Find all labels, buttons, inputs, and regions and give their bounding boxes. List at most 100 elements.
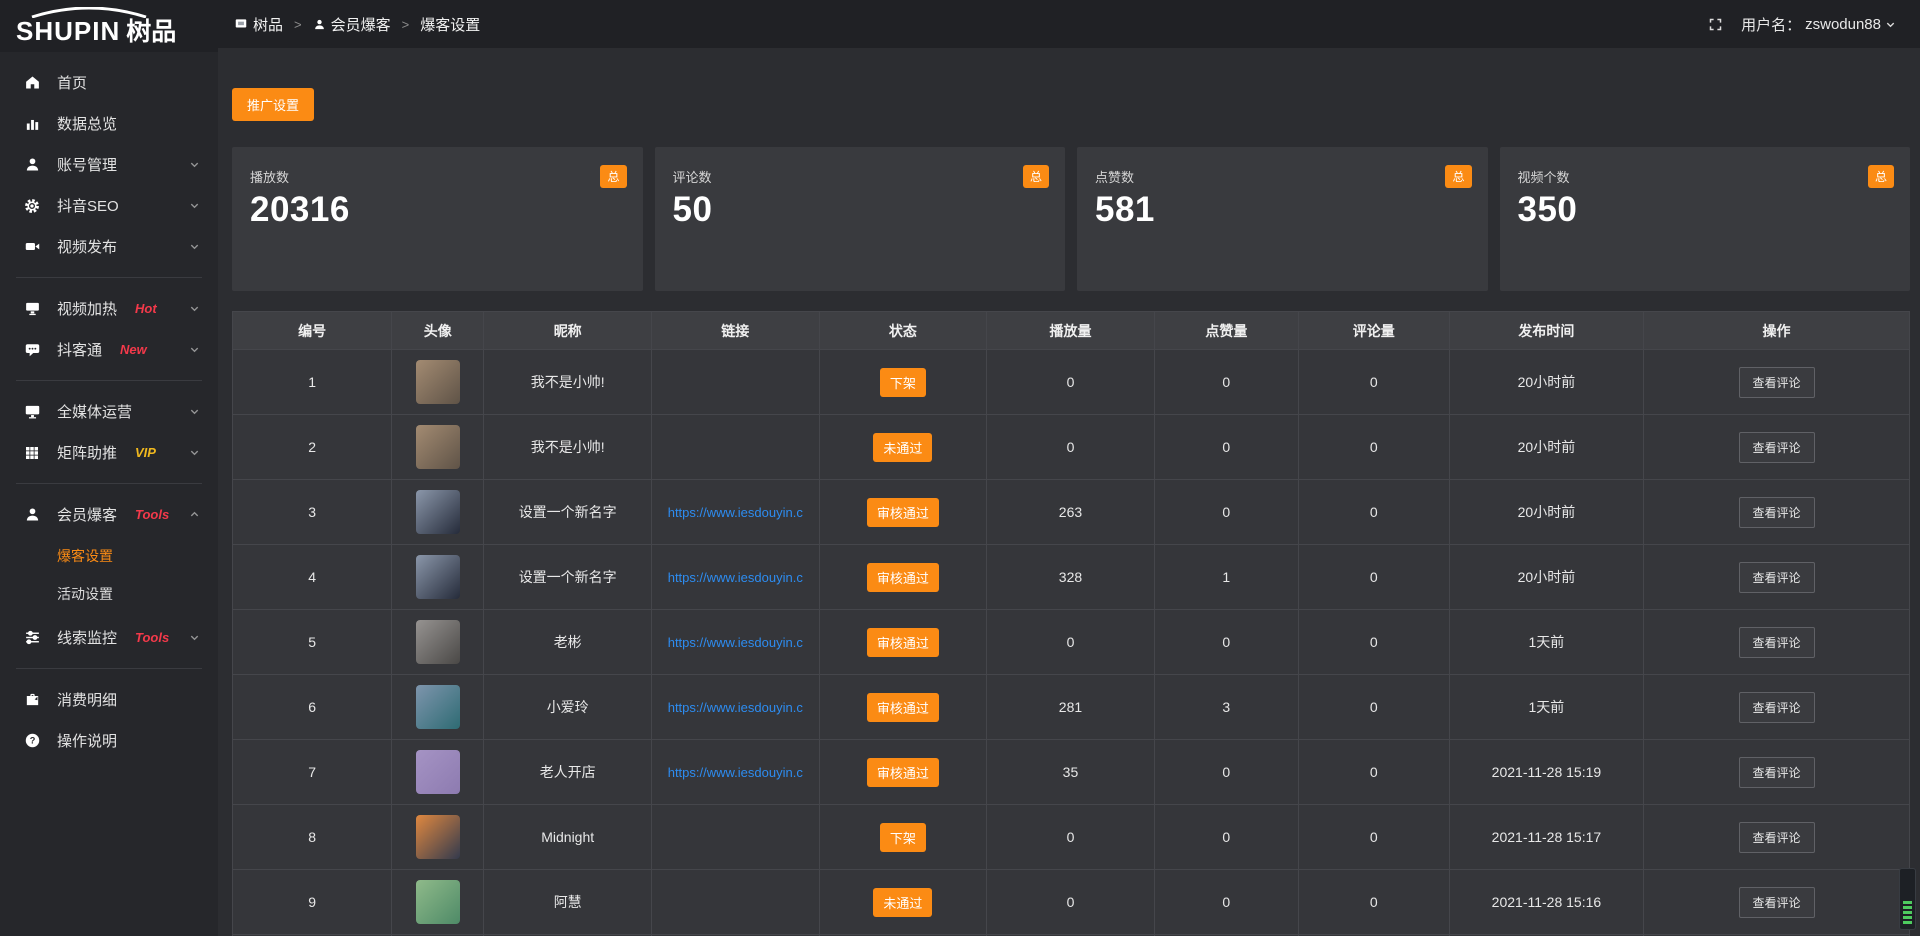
sidebar-item-video-heating[interactable]: 视频加热 Hot xyxy=(0,288,218,329)
promo-settings-button[interactable]: 推广设置 xyxy=(232,88,315,121)
chevron-down-icon xyxy=(189,159,200,170)
table-row: 3 设置一个新名字 https://www.iesdouyin.c 审核通过 2… xyxy=(233,480,1909,545)
stat-card-likes: 点赞数 581 总 xyxy=(1077,147,1488,291)
row-plays: 0 xyxy=(987,415,1155,479)
sidebar-item-all-media-operation[interactable]: 全媒体运营 xyxy=(0,391,218,432)
view-comments-button[interactable]: 查看评论 xyxy=(1738,366,1815,398)
breadcrumb-item-app[interactable]: 树品 xyxy=(234,14,283,35)
row-link[interactable]: https://www.iesdouyin.c xyxy=(667,634,803,650)
floating-widget[interactable] xyxy=(1899,868,1916,930)
row-plays: 35 xyxy=(987,740,1155,804)
row-link[interactable]: https://www.iesdouyin.c xyxy=(667,699,803,715)
row-link[interactable]: https://www.iesdouyin.c xyxy=(667,504,803,520)
sidebar-item-account-management[interactable]: 账号管理 xyxy=(0,144,218,185)
chevron-down-icon xyxy=(189,303,200,314)
sidebar-item-label: 视频加热 xyxy=(57,301,118,318)
view-comments-button[interactable]: 查看评论 xyxy=(1738,821,1815,853)
row-nickname: 老人开店 xyxy=(484,740,652,804)
total-badge: 总 xyxy=(1445,165,1472,188)
status-badge[interactable]: 审核通过 xyxy=(866,757,939,787)
sidebar-item-label: 消费明细 xyxy=(57,692,118,709)
row-time: 2021-11-28 15:19 xyxy=(1450,740,1645,804)
status-badge[interactable]: 下架 xyxy=(879,822,926,852)
status-badge[interactable]: 审核通过 xyxy=(866,562,939,592)
sidebar-item-video-publish[interactable]: 视频发布 xyxy=(0,226,218,267)
view-comments-button[interactable]: 查看评论 xyxy=(1738,626,1815,658)
logo-arc xyxy=(31,7,147,18)
sidebar-item-clue-monitor[interactable]: 线索监控 Tools xyxy=(0,617,218,658)
row-id: 5 xyxy=(233,610,393,674)
screen-icon xyxy=(22,299,42,319)
breadcrumb-label: 会员爆客 xyxy=(330,16,391,34)
row-id: 7 xyxy=(233,740,393,804)
user-menu[interactable]: 用户名： zswodun88 xyxy=(1741,14,1896,35)
row-time: 1天前 xyxy=(1450,610,1645,674)
sidebar-item-douketong[interactable]: 抖客通 New xyxy=(0,329,218,370)
row-time: 2021-11-28 15:16 xyxy=(1450,870,1645,934)
view-comments-button[interactable]: 查看评论 xyxy=(1738,431,1815,463)
view-comments-button[interactable]: 查看评论 xyxy=(1738,691,1815,723)
sidebar-item-label: 线索监控 xyxy=(57,630,118,647)
stat-value: 50 xyxy=(672,190,713,229)
user-icon xyxy=(313,18,326,31)
breadcrumb-separator: > xyxy=(294,16,302,32)
sidebar-subitem-activity-settings[interactable]: 活动设置 xyxy=(57,586,113,602)
sidebar-item-consumption-detail[interactable]: 消费明细 xyxy=(0,679,218,720)
sidebar-item-douyin-seo[interactable]: 抖音SEO xyxy=(0,185,218,226)
row-link[interactable]: https://www.iesdouyin.c xyxy=(667,569,803,585)
status-badge[interactable]: 未通过 xyxy=(873,887,933,917)
row-time: 20小时前 xyxy=(1450,545,1645,609)
hot-badge: Hot xyxy=(135,301,157,316)
status-badge[interactable]: 审核通过 xyxy=(866,627,939,657)
sidebar-item-matrix-boost[interactable]: 矩阵助推 VIP xyxy=(0,432,218,473)
row-comments: 0 xyxy=(1299,740,1450,804)
row-plays: 263 xyxy=(987,480,1155,544)
view-comments-button[interactable]: 查看评论 xyxy=(1738,561,1815,593)
app-icon xyxy=(234,17,248,31)
row-likes: 3 xyxy=(1155,675,1299,739)
status-badge[interactable]: 未通过 xyxy=(873,432,933,462)
sidebar-menu: 首页 数据总览 账号管理 抖音 xyxy=(0,52,218,761)
sidebar-item-instructions[interactable]: ? 操作说明 xyxy=(0,720,218,761)
column-header: 头像 xyxy=(392,312,485,349)
sidebar-item-member-baoke[interactable]: 会员爆客 Tools xyxy=(0,494,218,535)
status-badge[interactable]: 审核通过 xyxy=(866,497,939,527)
breadcrumb-item-current: 爆客设置 xyxy=(420,14,480,35)
logo[interactable]: SHUPIN 树品 xyxy=(0,0,218,52)
stat-value: 350 xyxy=(1517,190,1578,229)
view-comments-button[interactable]: 查看评论 xyxy=(1738,496,1815,528)
avatar xyxy=(415,815,460,859)
column-header: 编号 xyxy=(233,312,393,349)
sidebar-item-home[interactable]: 首页 xyxy=(0,62,218,103)
avatar xyxy=(415,360,460,404)
row-time: 20小时前 xyxy=(1450,480,1645,544)
row-comments: 0 xyxy=(1299,610,1450,674)
sidebar-item-label: 视频发布 xyxy=(57,239,118,256)
sidebar-item-label: 操作说明 xyxy=(57,733,118,750)
row-likes: 0 xyxy=(1155,805,1299,869)
status-badge[interactable]: 下架 xyxy=(879,367,926,397)
avatar xyxy=(415,750,460,794)
row-plays: 0 xyxy=(987,805,1155,869)
view-comments-button[interactable]: 查看评论 xyxy=(1738,756,1815,788)
row-likes: 0 xyxy=(1155,415,1299,479)
row-nickname: 设置一个新名字 xyxy=(484,480,652,544)
sidebar-subitem-baoke-settings[interactable]: 爆客设置 xyxy=(57,548,113,564)
tools-badge: Tools xyxy=(135,630,170,645)
fullscreen-icon[interactable] xyxy=(1708,17,1723,32)
row-likes: 0 xyxy=(1155,870,1299,934)
stat-card-videos: 视频个数 350 总 xyxy=(1499,147,1910,291)
stats-row: 播放数 20316 总 评论数 50 总 点赞数 581 总 视频个数 350 xyxy=(232,147,1910,291)
status-badge[interactable]: 审核通过 xyxy=(866,692,939,722)
row-comments: 0 xyxy=(1299,675,1450,739)
row-likes: 0 xyxy=(1155,350,1299,414)
view-comments-button[interactable]: 查看评论 xyxy=(1738,886,1815,918)
sidebar: SHUPIN 树品 首页 数据总览 账号管理 xyxy=(0,0,218,936)
table-row: 9 阿慧 未通过 0 0 0 2021-11-28 15:16 查看评论 xyxy=(233,870,1909,935)
row-id: 1 xyxy=(233,350,393,414)
row-link[interactable]: https://www.iesdouyin.c xyxy=(667,764,803,780)
vip-badge: VIP xyxy=(135,445,156,460)
breadcrumb-item-member-baoke[interactable]: 会员爆客 xyxy=(313,14,391,35)
sidebar-item-data-overview[interactable]: 数据总览 xyxy=(0,103,218,144)
breadcrumb-label: 爆客设置 xyxy=(420,16,481,34)
